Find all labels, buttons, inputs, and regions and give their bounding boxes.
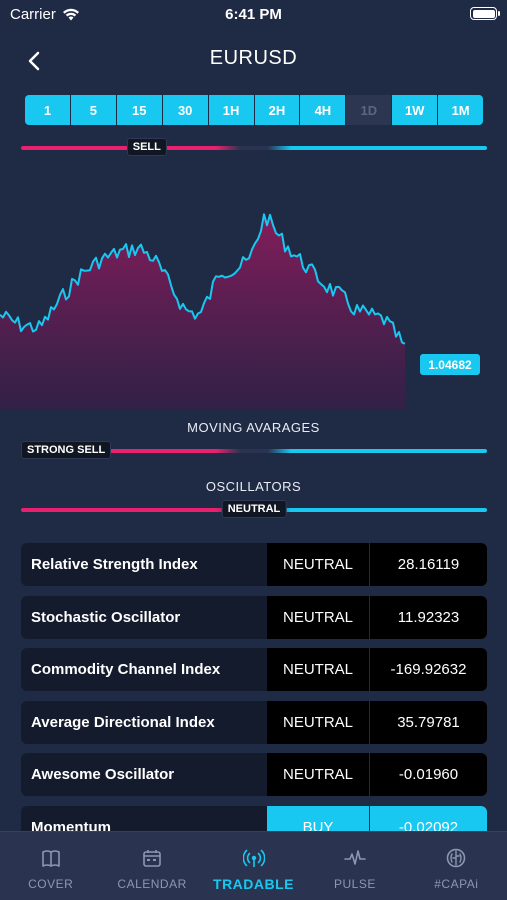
summary-gauge-track — [21, 146, 487, 150]
indicator-signal: NEUTRAL — [267, 700, 370, 744]
tab-label: TRADABLE — [213, 876, 295, 892]
indicator-signal: NEUTRAL — [267, 595, 370, 639]
tab-capai[interactable]: #CAPAi — [406, 832, 507, 900]
signal-icon — [242, 849, 265, 867]
indicator-value: 11.92323 — [370, 595, 487, 639]
status-time: 6:41 PM — [225, 6, 282, 23]
current-price-tag: 1.04682 — [420, 354, 480, 375]
indicator-value: 35.79781 — [370, 700, 487, 744]
indicator-table: Relative Strength Index NEUTRAL 28.16119 St… — [21, 543, 487, 858]
summary-gauge: SELL — [21, 138, 487, 156]
carrier-label: Carrier — [10, 6, 56, 23]
pulse-icon — [344, 850, 366, 865]
tab-pulse[interactable]: PULSE — [304, 832, 405, 900]
indicator-signal: NEUTRAL — [267, 543, 370, 586]
indicator-name: Commodity Channel Index — [21, 648, 267, 691]
back-button[interactable] — [22, 48, 48, 74]
indicator-name: Awesome Oscillator — [21, 753, 267, 796]
battery-icon — [470, 7, 500, 20]
nav-header: EURUSD — [0, 40, 507, 80]
tab-label: COVER — [28, 877, 74, 891]
tab-calendar[interactable]: CALENDAR — [101, 832, 202, 900]
timeframe-2h[interactable]: 2H — [255, 95, 301, 125]
indicator-value: -0.01960 — [370, 753, 487, 796]
indicator-value: -169.92632 — [370, 648, 487, 691]
book-icon — [41, 850, 60, 867]
oscillators-signal-badge: NEUTRAL — [221, 500, 287, 518]
price-line — [0, 213, 406, 345]
tab-cover[interactable]: COVER — [0, 832, 101, 900]
price-chart — [0, 213, 406, 410]
timeframe-selector: 1 5 15 30 1H 2H 4H 1D 1W 1M — [25, 95, 483, 125]
status-bar: Carrier 6:41 PM — [0, 0, 507, 30]
moving-averages-gauge-track — [21, 449, 487, 453]
page-title: EURUSD — [209, 47, 298, 69]
indicator-signal: NEUTRAL — [267, 753, 370, 796]
tab-label: PULSE — [333, 877, 376, 891]
moving-averages-signal-badge: STRONG SELL — [21, 441, 112, 459]
indicator-value: 28.16119 — [370, 543, 487, 586]
tab-tradable[interactable]: TRADABLE — [203, 832, 304, 900]
oscillators-gauge: NEUTRAL — [21, 500, 487, 518]
status-carrier: Carrier — [10, 6, 80, 23]
indicator-name: Relative Strength Index — [21, 543, 267, 586]
table-row[interactable]: Commodity Channel Index NEUTRAL -169.92632 — [21, 648, 487, 691]
chevron-left-icon — [28, 51, 40, 71]
tab-label: CALENDAR — [117, 877, 187, 891]
calendar-icon — [143, 850, 161, 867]
timeframe-1m[interactable]: 1M — [451, 102, 470, 118]
tab-bar: COVER CALENDAR TRADABLE PULSE #CAPAi — [0, 831, 507, 900]
table-row[interactable]: Awesome Oscillator NEUTRAL -0.01960 — [21, 753, 487, 796]
timeframe-1w[interactable]: 1W — [392, 95, 439, 125]
table-row[interactable]: Relative Strength Index NEUTRAL 28.16119 — [21, 543, 487, 586]
brain-icon — [447, 848, 466, 868]
timeframe-1d[interactable]: 1D — [346, 95, 393, 125]
summary-signal-badge: SELL — [126, 138, 167, 156]
indicator-name: Stochastic Oscillator — [21, 595, 267, 639]
oscillators-title: OSCILLATORS — [205, 479, 302, 494]
indicator-signal: NEUTRAL — [267, 648, 370, 691]
timeframe-5[interactable]: 5 — [71, 95, 117, 125]
timeframe-4h[interactable]: 4H — [300, 95, 347, 125]
moving-averages-gauge: STRONG SELL — [21, 441, 487, 459]
timeframe-15[interactable]: 15 — [117, 95, 163, 125]
timeframe-30[interactable]: 30 — [163, 95, 209, 125]
timeframe-1[interactable]: 1 — [25, 95, 71, 125]
wifi-icon — [62, 8, 79, 21]
timeframe-1h[interactable]: 1H — [209, 95, 255, 125]
price-area — [0, 214, 405, 410]
table-row[interactable]: Stochastic Oscillator NEUTRAL 11.92323 — [21, 595, 487, 639]
table-row[interactable]: Average Directional Index NEUTRAL 35.79781 — [21, 700, 487, 744]
tab-label: #CAPAi — [434, 877, 479, 891]
moving-averages-title: MOVING AVARAGES — [187, 420, 320, 435]
indicator-name: Average Directional Index — [21, 700, 267, 744]
